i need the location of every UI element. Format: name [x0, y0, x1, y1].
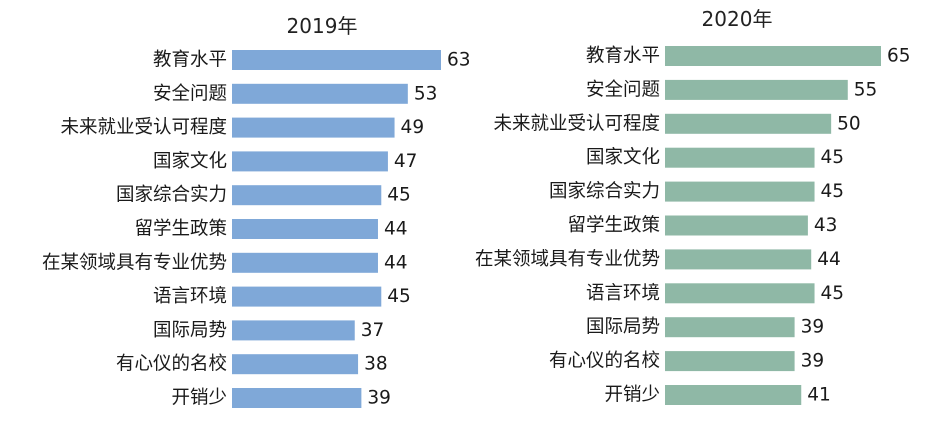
bar-2019-6: [232, 252, 378, 273]
value-label-2019-2: 49: [401, 117, 425, 138]
category-label-2019-9: 有心仪的名校: [116, 354, 227, 375]
category-label-2020-8: 国际局势: [586, 317, 660, 338]
category-label-2020-9: 有心仪的名校: [549, 351, 660, 372]
category-label-2019-10: 开销少: [171, 388, 227, 409]
value-label-2020-2: 50: [837, 113, 861, 134]
category-label-2020-4: 国家综合实力: [549, 181, 660, 202]
category-label-2019-7: 语言环境: [153, 286, 227, 307]
panel-2019: 2019年 教育水平 63 安全问题 53 未来就业受认可程度 49 国家文化 47 国家综合实…: [42, 14, 471, 409]
category-label-2020-6: 在某领域具有专业优势: [475, 249, 660, 270]
value-label-2020-5: 43: [814, 215, 838, 236]
chart-title-2020: 2020年: [702, 7, 773, 31]
bar-2020-1: [665, 79, 848, 100]
value-label-2019-10: 39: [367, 388, 391, 409]
panel-2020: 2020年 教育水平 65 安全问题 55 未来就业受认可程度 50 国家文化 45 国家综合实…: [475, 7, 911, 406]
bar-2020-6: [665, 249, 812, 270]
category-label-2020-7: 语言环境: [586, 283, 660, 304]
value-label-2019-6: 44: [384, 252, 408, 273]
bar-2020-9: [665, 351, 795, 372]
bar-2020-7: [665, 283, 815, 304]
category-label-2020-0: 教育水平: [586, 46, 660, 67]
value-label-2020-1: 55: [854, 79, 878, 100]
bar-2019-8: [232, 320, 355, 341]
bar-2019-0: [232, 50, 441, 70]
bar-2020-10: [665, 385, 802, 405]
bar-2019-2: [232, 117, 395, 138]
bar-2019-10: [232, 388, 362, 408]
value-label-2020-7: 45: [821, 283, 845, 304]
value-label-2019-4: 45: [387, 185, 411, 206]
category-label-2019-3: 国家文化: [153, 151, 227, 172]
value-label-2019-0: 63: [447, 50, 471, 71]
bar-2019-9: [232, 354, 359, 375]
chart-title-2019: 2019年: [287, 14, 358, 38]
category-label-2019-4: 国家综合实力: [116, 185, 227, 206]
value-label-2019-9: 38: [364, 354, 388, 375]
value-label-2020-8: 39: [801, 317, 825, 338]
value-label-2019-5: 44: [384, 219, 408, 240]
bar-2019-3: [232, 151, 388, 172]
bar-2019-7: [232, 286, 382, 307]
value-label-2020-9: 39: [801, 351, 825, 372]
category-label-2019-1: 安全问题: [153, 83, 227, 104]
category-label-2020-1: 安全问题: [586, 79, 660, 100]
category-label-2020-3: 国家文化: [586, 147, 660, 168]
category-label-2019-0: 教育水平: [153, 50, 227, 71]
bar-2019-1: [232, 83, 408, 104]
value-label-2020-6: 44: [817, 249, 841, 270]
bar-2020-4: [665, 181, 815, 202]
bar-2019-4: [232, 185, 382, 206]
category-label-2019-6: 在某领域具有专业优势: [42, 252, 227, 273]
value-label-2020-0: 65: [887, 46, 911, 67]
bar-2019-5: [232, 219, 378, 239]
bar-2020-2: [665, 113, 832, 134]
value-label-2019-3: 47: [394, 151, 418, 172]
bar-2020-5: [665, 215, 808, 236]
value-label-2020-4: 45: [821, 181, 845, 202]
category-label-2020-5: 留学生政策: [567, 215, 660, 236]
value-label-2020-3: 45: [821, 147, 845, 168]
bar-2020-8: [665, 317, 795, 338]
category-label-2019-8: 国际局势: [153, 320, 227, 341]
category-label-2019-2: 未来就业受认可程度: [60, 117, 227, 138]
category-label-2020-10: 开销少: [604, 385, 660, 406]
value-label-2019-7: 45: [387, 286, 411, 307]
bar-2020-3: [665, 147, 815, 168]
category-label-2020-2: 未来就业受认可程度: [493, 113, 660, 134]
value-label-2019-1: 53: [414, 83, 438, 104]
value-label-2020-10: 41: [807, 385, 831, 406]
bar-2020-0: [665, 46, 881, 66]
value-label-2019-8: 37: [361, 320, 385, 341]
category-label-2019-5: 留学生政策: [134, 219, 227, 240]
